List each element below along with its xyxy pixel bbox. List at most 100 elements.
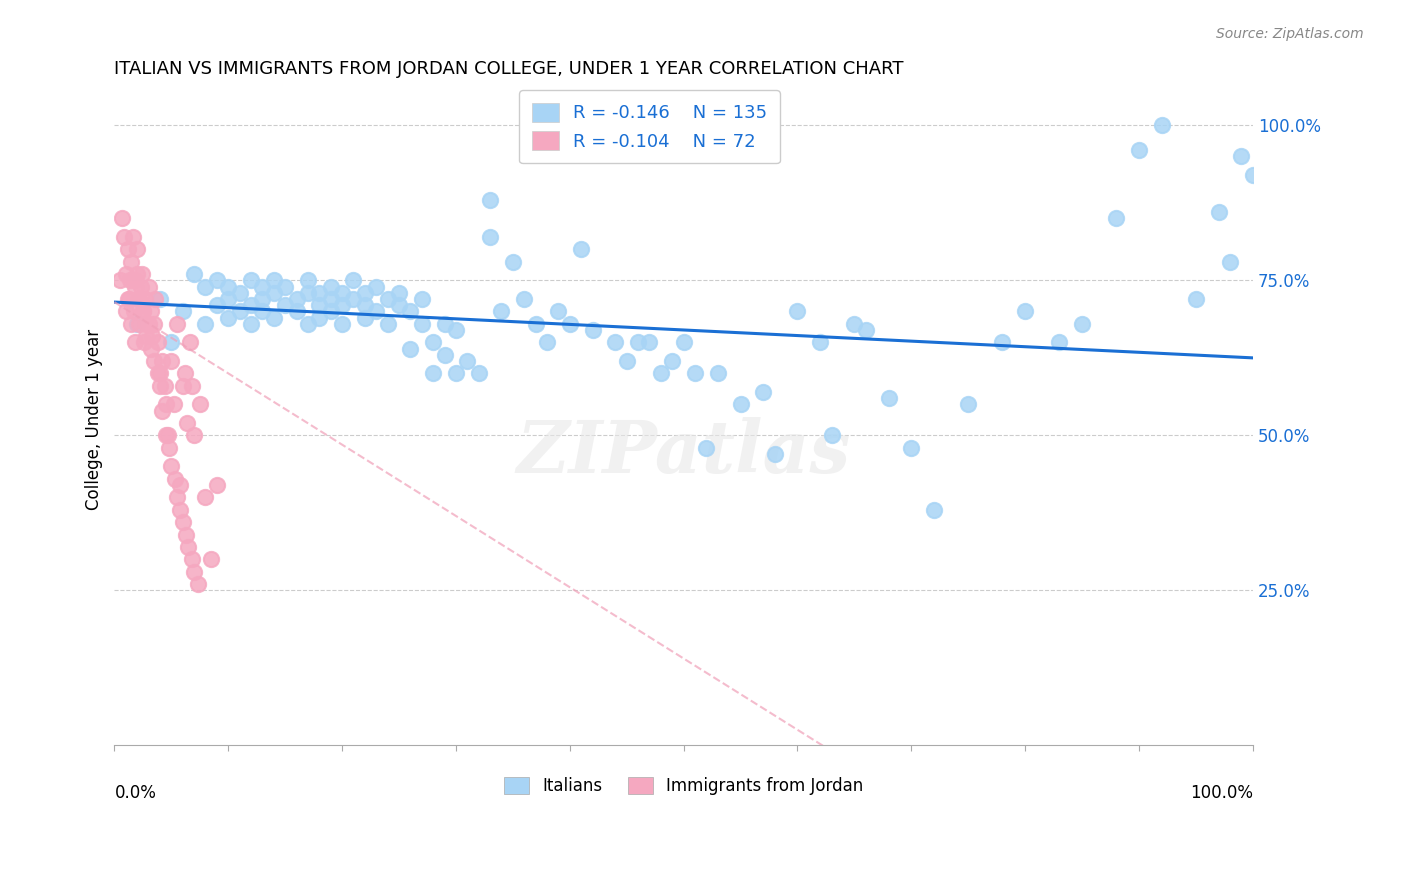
Point	[263, 310, 285, 325]
Point	[730, 397, 752, 411]
Point	[146, 367, 169, 381]
Point	[157, 441, 180, 455]
Point	[297, 317, 319, 331]
Point	[121, 230, 143, 244]
Point	[114, 304, 136, 318]
Point	[308, 285, 330, 300]
Point	[180, 552, 202, 566]
Point	[308, 298, 330, 312]
Point	[205, 273, 228, 287]
Point	[569, 243, 592, 257]
Point	[127, 317, 149, 331]
Point	[228, 304, 250, 318]
Point	[1105, 211, 1128, 226]
Point	[399, 342, 422, 356]
Point	[479, 230, 502, 244]
Point	[456, 354, 478, 368]
Point	[160, 335, 183, 350]
Point	[177, 540, 200, 554]
Point	[117, 243, 139, 257]
Point	[183, 428, 205, 442]
Point	[131, 267, 153, 281]
Point	[366, 304, 388, 318]
Point	[132, 335, 155, 350]
Point	[143, 317, 166, 331]
Point	[502, 254, 524, 268]
Point	[150, 354, 173, 368]
Point	[661, 354, 683, 368]
Point	[330, 285, 353, 300]
Point	[1014, 304, 1036, 318]
Point	[319, 304, 342, 318]
Point	[172, 304, 194, 318]
Point	[820, 428, 842, 442]
Point	[162, 397, 184, 411]
Point	[156, 428, 179, 442]
Point	[169, 502, 191, 516]
Point	[422, 335, 444, 350]
Point	[627, 335, 650, 350]
Point	[166, 491, 188, 505]
Point	[155, 397, 177, 411]
Legend: Italians, Immigrants from Jordan: Italians, Immigrants from Jordan	[498, 771, 870, 802]
Point	[388, 285, 411, 300]
Point	[900, 441, 922, 455]
Point	[388, 298, 411, 312]
Point	[217, 279, 239, 293]
Point	[342, 273, 364, 287]
Text: 100.0%: 100.0%	[1189, 784, 1253, 802]
Point	[1128, 143, 1150, 157]
Point	[188, 397, 211, 411]
Point	[143, 354, 166, 368]
Point	[127, 267, 149, 281]
Point	[377, 317, 399, 331]
Point	[763, 447, 786, 461]
Point	[138, 279, 160, 293]
Point	[183, 565, 205, 579]
Point	[117, 292, 139, 306]
Point	[491, 304, 513, 318]
Point	[433, 317, 456, 331]
Point	[194, 279, 217, 293]
Point	[112, 230, 135, 244]
Point	[129, 279, 152, 293]
Point	[274, 298, 297, 312]
Point	[330, 298, 353, 312]
Point	[217, 292, 239, 306]
Point	[354, 298, 377, 312]
Point	[1219, 254, 1241, 268]
Point	[128, 317, 150, 331]
Point	[200, 552, 222, 566]
Point	[141, 329, 163, 343]
Point	[120, 273, 142, 287]
Point	[160, 459, 183, 474]
Point	[683, 367, 706, 381]
Point	[444, 367, 467, 381]
Point	[1185, 292, 1208, 306]
Point	[877, 391, 900, 405]
Point	[922, 502, 945, 516]
Point	[444, 323, 467, 337]
Point	[855, 323, 877, 337]
Y-axis label: College, Under 1 year: College, Under 1 year	[86, 329, 103, 510]
Point	[638, 335, 661, 350]
Point	[399, 304, 422, 318]
Text: ZIPatlas: ZIPatlas	[516, 417, 851, 488]
Point	[179, 335, 201, 350]
Point	[127, 243, 149, 257]
Point	[108, 273, 131, 287]
Point	[183, 267, 205, 281]
Point	[124, 273, 146, 287]
Point	[1047, 335, 1070, 350]
Point	[205, 298, 228, 312]
Point	[536, 335, 558, 350]
Point	[1230, 149, 1253, 163]
Point	[150, 403, 173, 417]
Point	[479, 193, 502, 207]
Point	[174, 527, 197, 541]
Point	[172, 378, 194, 392]
Point	[138, 317, 160, 331]
Point	[135, 317, 157, 331]
Point	[786, 304, 808, 318]
Point	[146, 335, 169, 350]
